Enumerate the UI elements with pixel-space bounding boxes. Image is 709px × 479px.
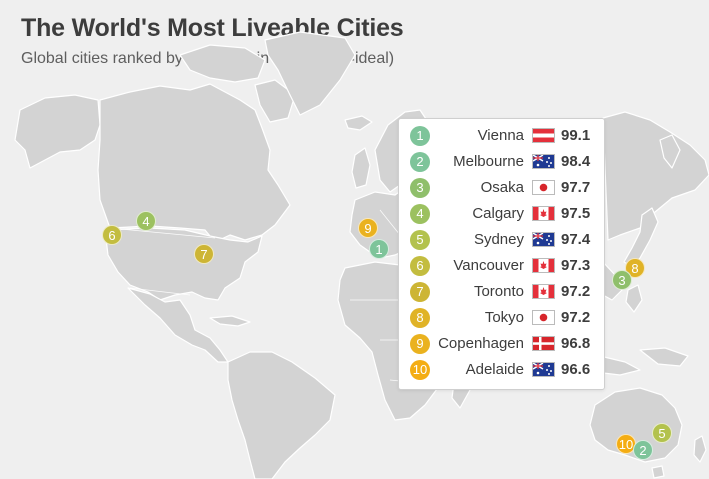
liveability-score: 97.3 [561, 257, 591, 274]
liveability-score: 97.4 [561, 231, 591, 248]
us-mexico-border [129, 287, 191, 296]
map-pin-melbourne[interactable]: 2 [633, 440, 653, 460]
legend-row: 8 Tokyo 97.2 [399, 305, 604, 331]
legend-row: 3 Osaka 97.7 [399, 175, 604, 201]
caribbean-landmass [209, 315, 251, 327]
liveability-score: 98.4 [561, 153, 591, 170]
iceland-landmass [344, 115, 373, 131]
city-name: Sydney [473, 231, 524, 248]
liveability-score: 97.7 [561, 179, 591, 196]
australia-landmass [589, 387, 683, 463]
usa-landmass [104, 227, 263, 301]
japan-flag-icon [532, 180, 555, 195]
rank-badge: 1 [410, 126, 430, 146]
uk-landmass [351, 147, 371, 189]
ranking-legend: 1 Vienna 99.1 2 Melbourne 98.4 3 Osaka 9… [398, 118, 605, 390]
city-name: Adelaide [465, 361, 524, 378]
rank-badge: 3 [410, 178, 430, 198]
city-name: Vienna [477, 127, 524, 144]
legend-row: 7 Toronto 97.2 [399, 279, 604, 305]
map-pin-copenhagen[interactable]: 9 [358, 218, 378, 238]
map-pin-vancouver[interactable]: 6 [102, 225, 122, 245]
kamchatka-landmass [659, 134, 681, 169]
map-pin-calgary[interactable]: 4 [136, 211, 156, 231]
legend-row: 6 Vancouver 97.3 [399, 253, 604, 279]
new-zealand-landmass [693, 435, 707, 463]
rank-badge: 2 [410, 152, 430, 172]
map-pin-osaka[interactable]: 3 [612, 270, 632, 290]
city-name: Calgary [472, 205, 524, 222]
us-canada-border [109, 227, 216, 239]
rank-badge: 9 [410, 334, 430, 354]
australia-flag-icon [532, 154, 555, 169]
legend-row: 2 Melbourne 98.4 [399, 149, 604, 175]
legend-row: 9 Copenhagen 96.8 [399, 331, 604, 357]
city-name: Toronto [473, 283, 524, 300]
philippines-landmass [625, 284, 643, 313]
city-name: Copenhagen [438, 335, 524, 352]
city-name: Osaka [480, 179, 524, 196]
canada-flag-icon [532, 284, 555, 299]
tasmania-landmass [651, 465, 665, 479]
liveability-score: 96.8 [561, 335, 591, 352]
map-pin-vienna[interactable]: 1 [369, 239, 389, 259]
rank-badge: 7 [410, 282, 430, 302]
legend-row: 1 Vienna 99.1 [399, 123, 604, 149]
liveability-score: 97.5 [561, 205, 591, 222]
new-guinea-landmass [639, 347, 689, 367]
legend-row: 5 Sydney 97.4 [399, 227, 604, 253]
canada-flag-icon [532, 258, 555, 273]
city-name: Tokyo [484, 309, 524, 326]
asia-landmass [602, 111, 709, 241]
city-name: Vancouver [453, 257, 524, 274]
map-pin-adelaide[interactable]: 10 [616, 434, 636, 454]
liveability-score: 97.2 [561, 309, 591, 326]
map-pin-sydney[interactable]: 5 [652, 423, 672, 443]
legend-row: 10 Adelaide 96.6 [399, 357, 604, 383]
denmark-flag-icon [532, 336, 555, 351]
austria-flag-icon [532, 128, 555, 143]
mexico-landmass [127, 287, 229, 363]
liveability-score: 96.6 [561, 361, 591, 378]
liveability-score: 99.1 [561, 127, 591, 144]
rank-badge: 5 [410, 230, 430, 250]
legend-row: 4 Calgary 97.5 [399, 201, 604, 227]
japan-flag-icon [532, 310, 555, 325]
alaska-landmass [14, 94, 101, 169]
australia-flag-icon [532, 232, 555, 247]
map-pin-toronto[interactable]: 7 [194, 244, 214, 264]
rank-badge: 8 [410, 308, 430, 328]
europe-border [379, 209, 401, 236]
city-name: Melbourne [453, 153, 524, 170]
greenland-landmass [264, 31, 356, 116]
arctic-islands-landmass [179, 44, 266, 83]
rank-badge: 4 [410, 204, 430, 224]
rank-badge: 10 [410, 360, 430, 380]
canada-flag-icon [532, 206, 555, 221]
rank-badge: 6 [410, 256, 430, 276]
liveability-score: 97.2 [561, 283, 591, 300]
baffin-landmass [254, 79, 296, 123]
south-america-landmass [227, 351, 336, 479]
australia-flag-icon [532, 362, 555, 377]
